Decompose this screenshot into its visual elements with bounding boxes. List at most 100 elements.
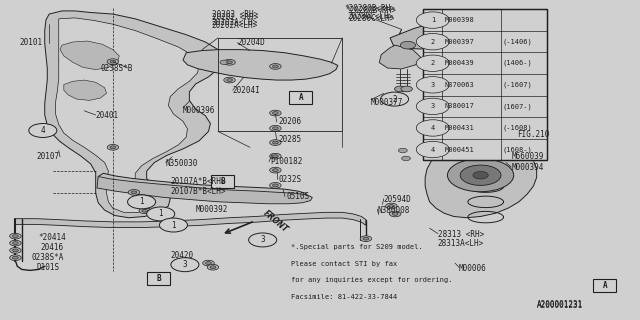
Circle shape <box>110 60 116 63</box>
Circle shape <box>398 148 407 153</box>
Ellipse shape <box>472 23 499 30</box>
Polygon shape <box>56 18 199 212</box>
Circle shape <box>386 203 397 209</box>
Bar <box>218 38 342 132</box>
Text: 20206: 20206 <box>278 117 301 126</box>
Circle shape <box>13 242 19 244</box>
Circle shape <box>388 204 394 207</box>
Text: 20202A<LH>: 20202A<LH> <box>212 18 258 27</box>
Text: 28313 <RH>: 28313 <RH> <box>438 230 484 239</box>
Circle shape <box>29 124 57 138</box>
Text: (1406-): (1406-) <box>503 60 532 67</box>
Text: 20204D: 20204D <box>237 38 265 47</box>
Text: M000377: M000377 <box>371 99 403 108</box>
Text: 20107A*B<RH>: 20107A*B<RH> <box>170 177 226 186</box>
Text: 20420: 20420 <box>170 251 193 260</box>
Circle shape <box>227 79 232 82</box>
Text: M000397: M000397 <box>444 39 474 45</box>
Text: A: A <box>602 281 607 290</box>
Circle shape <box>210 266 216 269</box>
Circle shape <box>473 172 488 179</box>
Text: P100182: P100182 <box>270 157 303 166</box>
Circle shape <box>10 240 21 246</box>
Circle shape <box>142 209 148 212</box>
Text: 0238S*A: 0238S*A <box>32 253 65 262</box>
Text: M000451: M000451 <box>444 147 474 153</box>
Circle shape <box>269 64 281 69</box>
Text: 4: 4 <box>431 125 435 131</box>
Circle shape <box>363 237 369 240</box>
Text: A200001231: A200001231 <box>537 301 583 310</box>
Circle shape <box>139 208 150 214</box>
Polygon shape <box>183 50 338 80</box>
Text: 20107B*B<LH>: 20107B*B<LH> <box>170 187 226 196</box>
Circle shape <box>269 125 281 131</box>
Text: 20204I: 20204I <box>233 86 260 95</box>
Text: 4: 4 <box>431 147 435 153</box>
Text: 0238S*B: 0238S*B <box>100 63 132 73</box>
Text: 4: 4 <box>40 126 45 135</box>
Text: for any inquiries except for ordering.: for any inquiries except for ordering. <box>291 277 453 283</box>
Text: N370063: N370063 <box>444 82 474 88</box>
Text: 20416: 20416 <box>41 243 64 252</box>
Text: 20202A<LH>: 20202A<LH> <box>212 21 258 30</box>
Circle shape <box>400 41 415 49</box>
Text: 1: 1 <box>171 220 176 229</box>
Text: 2: 2 <box>431 39 435 45</box>
Circle shape <box>390 211 401 217</box>
Circle shape <box>446 29 461 37</box>
Circle shape <box>447 159 514 192</box>
Text: 20202 <RH>: 20202 <RH> <box>212 13 258 22</box>
Text: M000396: M000396 <box>183 106 216 115</box>
Text: *20280B<RH>: *20280B<RH> <box>346 6 396 15</box>
Circle shape <box>159 218 188 232</box>
Circle shape <box>401 156 410 161</box>
Circle shape <box>128 189 140 195</box>
Circle shape <box>136 200 141 203</box>
Circle shape <box>147 207 175 221</box>
Text: M00006: M00006 <box>459 264 486 273</box>
Circle shape <box>394 86 406 92</box>
Text: D101S: D101S <box>36 263 60 272</box>
Circle shape <box>269 167 281 173</box>
Circle shape <box>392 212 398 215</box>
Text: M000394: M000394 <box>511 164 543 172</box>
Circle shape <box>260 238 266 241</box>
Circle shape <box>273 184 278 187</box>
Text: *20414: *20414 <box>38 233 66 242</box>
Text: 20280C<LH>: 20280C<LH> <box>348 12 394 21</box>
Text: Facsimile: 81-422-33-7844: Facsimile: 81-422-33-7844 <box>291 293 397 300</box>
Circle shape <box>360 236 372 242</box>
Text: M000392: M000392 <box>196 205 228 214</box>
Text: Please contact STI by fax: Please contact STI by fax <box>291 260 397 267</box>
Text: 20285: 20285 <box>278 135 301 144</box>
Bar <box>289 91 312 104</box>
Text: N380017: N380017 <box>444 103 474 109</box>
Circle shape <box>248 233 276 247</box>
Circle shape <box>273 169 278 172</box>
Circle shape <box>417 98 449 115</box>
Text: 1: 1 <box>140 197 144 206</box>
Text: *.Special parts for S209 model.: *.Special parts for S209 model. <box>291 244 423 250</box>
Polygon shape <box>45 11 223 218</box>
Circle shape <box>417 120 449 136</box>
Text: FIG.210: FIG.210 <box>518 130 550 139</box>
Polygon shape <box>15 212 366 228</box>
Circle shape <box>224 77 236 83</box>
Circle shape <box>203 260 214 266</box>
Circle shape <box>127 195 156 209</box>
Bar <box>423 9 547 160</box>
Ellipse shape <box>480 25 492 28</box>
Text: N380008: N380008 <box>378 206 410 215</box>
Text: 3: 3 <box>182 260 188 269</box>
Text: 2: 2 <box>392 95 397 104</box>
Circle shape <box>273 127 278 130</box>
Text: A: A <box>299 93 303 102</box>
Text: 20101: 20101 <box>19 38 42 47</box>
Circle shape <box>269 140 281 145</box>
Circle shape <box>13 249 19 252</box>
Circle shape <box>207 264 219 270</box>
Circle shape <box>269 153 281 159</box>
Text: 0232S: 0232S <box>278 174 301 184</box>
Text: (1607-): (1607-) <box>503 103 532 110</box>
